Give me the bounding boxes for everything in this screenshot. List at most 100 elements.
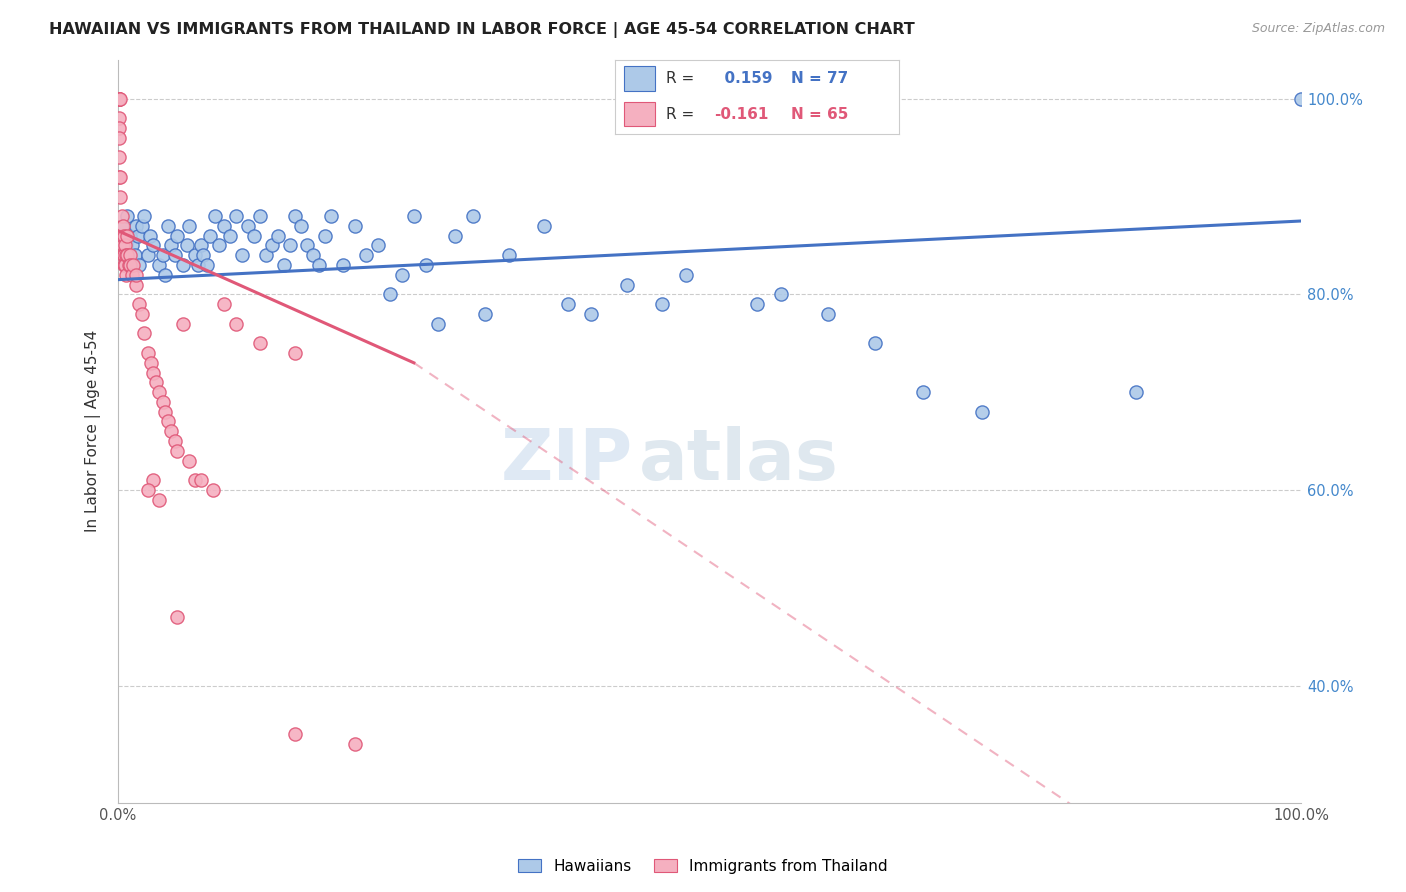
- Point: [142, 366, 165, 380]
- Point: [142, 473, 165, 487]
- Point: [970, 405, 993, 419]
- Point: [110, 228, 132, 243]
- Point: [284, 209, 307, 223]
- Point: [112, 228, 135, 243]
- Point: [112, 248, 135, 262]
- Point: [302, 248, 325, 262]
- Point: [214, 297, 236, 311]
- Point: [160, 238, 183, 252]
- Point: [131, 219, 153, 233]
- Point: [557, 297, 579, 311]
- Point: [114, 258, 136, 272]
- Point: [121, 238, 143, 252]
- Point: [160, 424, 183, 438]
- Point: [142, 238, 165, 252]
- Point: [356, 248, 378, 262]
- Point: [817, 307, 839, 321]
- Point: [675, 268, 697, 282]
- Point: [131, 307, 153, 321]
- Point: [214, 219, 236, 233]
- Point: [108, 121, 131, 136]
- Point: [207, 238, 229, 252]
- Point: [319, 209, 342, 223]
- Point: [110, 92, 132, 106]
- Point: [225, 317, 247, 331]
- Point: [124, 248, 146, 262]
- Point: [444, 228, 467, 243]
- Point: [474, 307, 496, 321]
- Point: [911, 385, 934, 400]
- Point: [177, 453, 200, 467]
- Point: [117, 258, 139, 272]
- Point: [128, 258, 150, 272]
- Point: [651, 297, 673, 311]
- Point: [273, 258, 295, 272]
- Point: [148, 492, 170, 507]
- Point: [343, 737, 366, 751]
- Point: [166, 228, 188, 243]
- Point: [343, 219, 366, 233]
- Point: [111, 248, 134, 262]
- Text: HAWAIIAN VS IMMIGRANTS FROM THAILAND IN LABOR FORCE | AGE 45-54 CORRELATION CHAR: HAWAIIAN VS IMMIGRANTS FROM THAILAND IN …: [49, 22, 915, 38]
- Point: [125, 219, 148, 233]
- Point: [415, 258, 437, 272]
- Point: [426, 317, 449, 331]
- Point: [367, 238, 389, 252]
- Point: [108, 112, 131, 126]
- Point: [290, 219, 312, 233]
- Point: [172, 258, 194, 272]
- Point: [136, 248, 159, 262]
- Point: [125, 268, 148, 282]
- Point: [745, 297, 768, 311]
- Text: ZIP: ZIP: [501, 426, 633, 495]
- Point: [108, 92, 131, 106]
- Point: [115, 268, 138, 282]
- Point: [112, 258, 135, 272]
- Point: [110, 189, 132, 203]
- Point: [284, 727, 307, 741]
- Point: [1125, 385, 1147, 400]
- Point: [314, 228, 336, 243]
- Point: [136, 483, 159, 497]
- Point: [402, 209, 425, 223]
- Point: [156, 415, 179, 429]
- Point: [112, 228, 135, 243]
- Point: [115, 238, 138, 252]
- Point: [195, 258, 218, 272]
- Point: [184, 248, 207, 262]
- Point: [110, 169, 132, 184]
- Point: [117, 209, 139, 223]
- Point: [108, 92, 131, 106]
- Point: [108, 92, 131, 106]
- Point: [156, 219, 179, 233]
- Point: [132, 209, 155, 223]
- Point: [533, 219, 555, 233]
- Point: [148, 258, 170, 272]
- Legend: Hawaiians, Immigrants from Thailand: Hawaiians, Immigrants from Thailand: [512, 853, 894, 880]
- Point: [865, 336, 887, 351]
- Point: [122, 258, 145, 272]
- Point: [111, 238, 134, 252]
- Point: [177, 219, 200, 233]
- Point: [190, 473, 212, 487]
- Point: [115, 248, 138, 262]
- Point: [128, 297, 150, 311]
- Point: [163, 434, 186, 448]
- Point: [166, 443, 188, 458]
- Point: [108, 150, 131, 164]
- Point: [769, 287, 792, 301]
- Point: [249, 209, 271, 223]
- Point: [616, 277, 638, 292]
- Point: [118, 258, 141, 272]
- Point: [108, 169, 131, 184]
- Point: [117, 228, 139, 243]
- Point: [152, 395, 174, 409]
- Y-axis label: In Labor Force | Age 45-54: In Labor Force | Age 45-54: [86, 330, 101, 533]
- Text: atlas: atlas: [638, 426, 838, 495]
- Point: [225, 209, 247, 223]
- Point: [193, 248, 215, 262]
- Point: [110, 219, 132, 233]
- Point: [204, 209, 226, 223]
- Point: [581, 307, 603, 321]
- Point: [176, 238, 198, 252]
